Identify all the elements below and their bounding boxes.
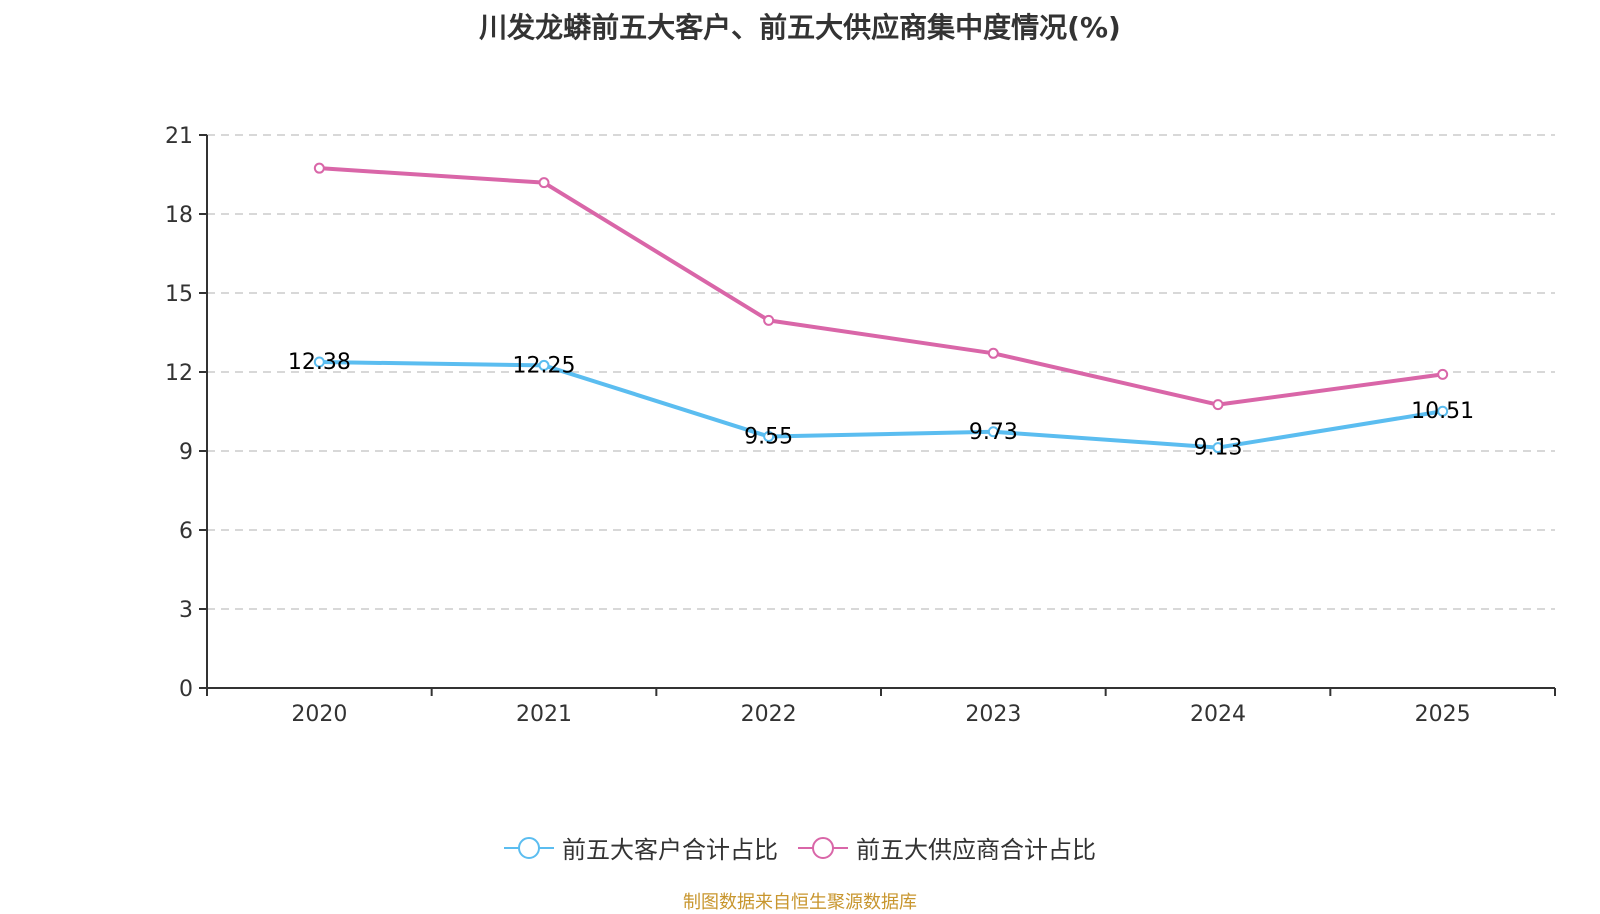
x-tick-label: 2025 (1415, 702, 1471, 727)
x-tick-label: 2021 (516, 702, 572, 727)
data-point (987, 347, 999, 359)
y-tick-label: 21 (165, 124, 193, 149)
y-tick-label: 9 (179, 440, 193, 465)
x-axis-ticks: 2020 2021 2022 2023 2024 2025 (206, 688, 1556, 727)
legend-item-customers[interactable]: 前五大客户合计占比 (504, 830, 778, 865)
data-point (763, 431, 775, 443)
legend-customers-icon (504, 836, 554, 859)
data-label: 10.51 (1411, 399, 1474, 424)
data-point (313, 356, 325, 368)
legend-label-suppliers: 前五大供应商合计占比 (856, 836, 1096, 864)
data-label: 12.25 (513, 353, 576, 378)
data-point (1212, 399, 1224, 411)
data-point (1212, 442, 1224, 454)
data-labels: 12.38 12.25 9.55 9.73 9.13 10.51 (288, 350, 1474, 461)
legend-item-suppliers[interactable]: 前五大供应商合计占比 (798, 830, 1096, 865)
y-tick-label: 18 (165, 203, 193, 228)
y-tick-label: 0 (179, 677, 193, 702)
y-tick-label: 3 (179, 598, 193, 623)
x-tick-label: 2023 (965, 702, 1021, 727)
data-point (1437, 368, 1449, 380)
gridlines (207, 134, 1555, 610)
legend-label-customers: 前五大客户合计占比 (562, 836, 778, 864)
data-point (313, 162, 325, 174)
data-point (987, 426, 999, 438)
chart-title: 川发龙蟒前五大客户、前五大供应商集中度情况(%) (479, 11, 1121, 44)
data-point (538, 359, 550, 371)
y-tick-label: 12 (165, 361, 193, 386)
y-axis-ticks: 0 3 6 9 12 15 18 21 (165, 124, 207, 702)
data-source-note: 制图数据来自恒生聚源数据库 (683, 892, 917, 913)
series-line-0 (319, 359, 1443, 450)
y-tick-label: 6 (179, 519, 193, 544)
series-group (313, 162, 1449, 454)
data-point (1437, 405, 1449, 417)
data-point (763, 314, 775, 326)
axes (206, 135, 1555, 689)
data-point (538, 177, 550, 189)
data-label: 12.38 (288, 350, 351, 375)
x-tick-label: 2022 (741, 702, 797, 727)
data-label: 9.13 (1194, 436, 1243, 461)
series-line-1 (319, 166, 1443, 407)
data-label: 9.55 (744, 425, 793, 450)
legend-suppliers-icon (798, 836, 848, 859)
x-tick-label: 2024 (1190, 702, 1246, 727)
y-tick-label: 15 (165, 282, 193, 307)
legend: 前五大客户合计占比 前五大供应商合计占比 (0, 830, 1600, 865)
x-tick-label: 2020 (291, 702, 347, 727)
data-label: 9.73 (969, 420, 1018, 445)
